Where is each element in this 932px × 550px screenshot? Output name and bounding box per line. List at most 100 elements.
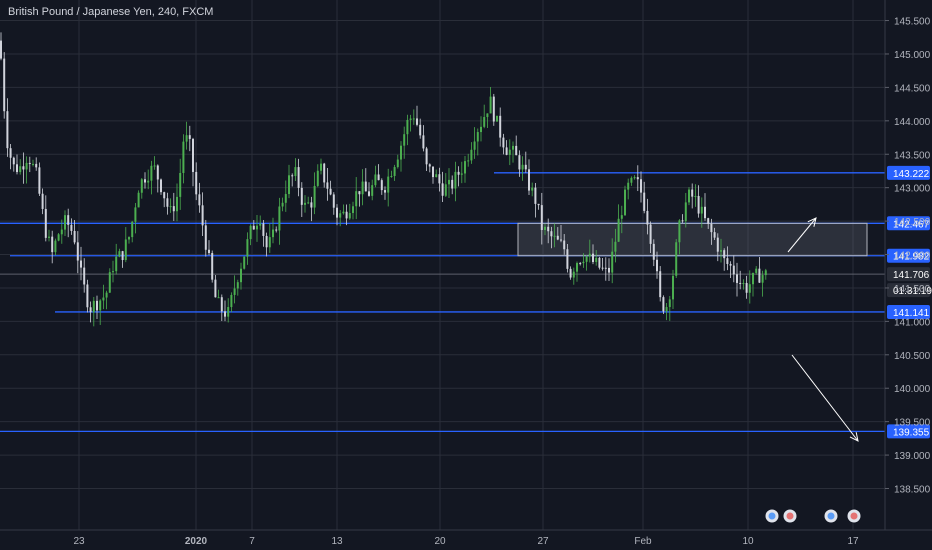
candle-body: [480, 126, 482, 133]
y-tick-label: 139.500: [894, 418, 931, 429]
candle-body: [390, 175, 393, 177]
candle-body: [195, 171, 198, 195]
candle-body: [192, 138, 194, 172]
candle-body: [236, 282, 239, 289]
time-axis[interactable]: 23 2020 7 13 20 27 Feb 10 17: [0, 529, 932, 547]
candle-body: [345, 211, 348, 219]
candle-body: [76, 242, 79, 261]
candle-body: [307, 202, 310, 204]
candle-body: [208, 249, 210, 254]
candle-body: [99, 300, 102, 311]
resistance-zone[interactable]: [517, 222, 868, 257]
candle-body: [83, 267, 86, 285]
x-tick-label: 27: [537, 536, 549, 547]
candle-body: [643, 192, 646, 211]
symbol-title: British Pound / Japanese Yen, 240, FXCM: [8, 6, 214, 18]
candle-body: [736, 274, 738, 283]
candle-body: [185, 135, 188, 142]
candle-body: [291, 175, 294, 177]
candle-body: [502, 137, 505, 148]
candle-body: [54, 240, 57, 253]
candle-body: [745, 283, 748, 293]
y-tick-label: 138.500: [894, 485, 931, 496]
candle-body: [144, 179, 146, 183]
candle-body: [316, 170, 319, 186]
y-tick-label: 145.000: [894, 50, 931, 61]
candle-body: [553, 235, 556, 237]
current-price-bg: [887, 267, 930, 282]
candle-body: [384, 190, 386, 193]
candle-body: [134, 207, 137, 222]
candle-body: [678, 220, 681, 243]
candle-body: [448, 179, 450, 185]
candle-body: [96, 300, 98, 311]
candle-body: [329, 188, 332, 195]
candle-body: [697, 195, 700, 214]
candle-body: [451, 179, 454, 189]
y-tick-label: 143.500: [894, 150, 931, 161]
candle-body: [249, 225, 252, 240]
candle-body: [739, 282, 742, 284]
price-axis[interactable]: 138.500 139.000 139.500 140.000 140.500 141.0…: [884, 0, 931, 530]
candle-body: [496, 115, 498, 122]
candle-body: [179, 172, 182, 197]
candle-body: [457, 171, 460, 175]
zone-rectangle[interactable]: [517, 222, 868, 257]
candle-body: [73, 230, 76, 243]
x-tick-label: 2020: [185, 536, 208, 547]
candle-body: [80, 260, 82, 268]
candle-body: [400, 145, 402, 160]
candle-body: [601, 267, 604, 269]
y-tick-label: 142.000: [894, 251, 931, 262]
candle-body: [508, 149, 511, 155]
candle-body: [473, 141, 476, 150]
candle-body: [726, 258, 729, 264]
candle-body: [284, 194, 287, 203]
candle-body: [675, 242, 678, 276]
candle-body: [764, 270, 767, 276]
candle-body: [467, 160, 470, 162]
candle-body: [489, 96, 492, 114]
candle-body: [92, 300, 95, 313]
candle-body: [64, 215, 66, 230]
candle-body: [51, 236, 54, 253]
y-tick-label: 144.000: [894, 117, 931, 128]
candle-body: [729, 263, 732, 266]
candle-body: [595, 257, 598, 263]
candle-body: [150, 165, 153, 181]
candle-body: [576, 263, 578, 272]
level-label: 142.467: [893, 219, 930, 230]
candle-body: [230, 294, 233, 308]
candle-body: [128, 237, 130, 240]
candle-body: [704, 206, 706, 219]
projection-arrows[interactable]: [787, 217, 859, 442]
arrow-down[interactable]: [791, 354, 859, 442]
candle-body: [243, 256, 246, 269]
candle-body: [720, 250, 722, 252]
candle-body: [220, 297, 223, 312]
candle-body: [412, 118, 415, 120]
candle-body: [476, 132, 479, 142]
candle-body: [470, 149, 473, 161]
candle-body: [636, 177, 639, 180]
candle-body: [700, 206, 703, 214]
candle-body: [460, 173, 463, 175]
horizontal-levels[interactable]: 143.222 142.467 141.982 141.141 139.355 141.7…: [0, 165, 932, 439]
x-tick-label: 20: [434, 536, 446, 547]
countdown-bg: [887, 283, 930, 298]
candle-body: [336, 207, 338, 218]
candle-body: [304, 202, 306, 205]
candle-body: [371, 185, 374, 196]
candle-body: [380, 180, 383, 191]
arrow-up[interactable]: [787, 217, 817, 253]
event-icons[interactable]: [764, 508, 862, 524]
candle-body: [444, 184, 447, 196]
level-label: 139.355: [893, 427, 930, 438]
candle-body: [22, 166, 25, 170]
candle-body: [604, 267, 607, 269]
candle-body: [361, 181, 364, 195]
event-icon-dot: [786, 512, 794, 520]
y-tick-label: 143.000: [894, 184, 931, 195]
